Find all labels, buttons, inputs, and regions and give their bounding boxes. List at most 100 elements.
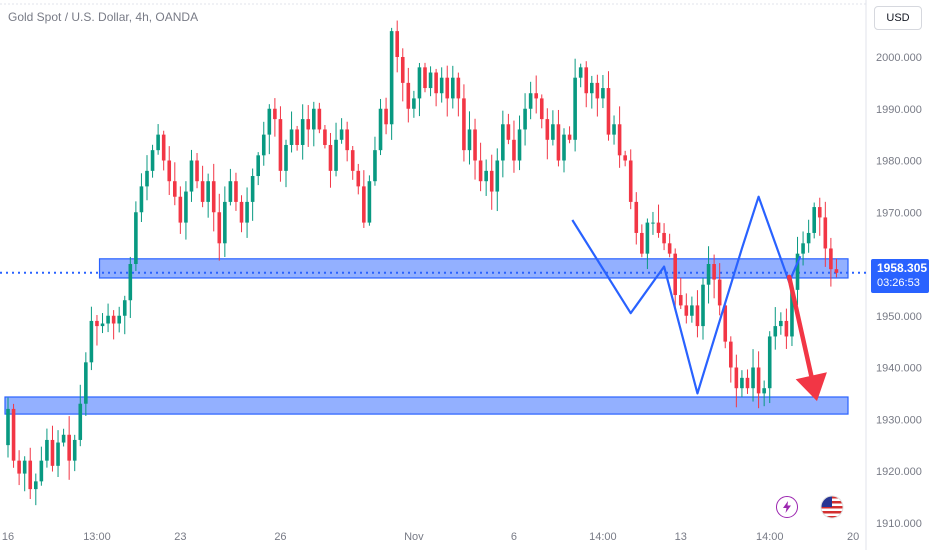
candle-body — [400, 57, 405, 83]
candle — [245, 187, 249, 238]
candle — [389, 27, 394, 140]
candle — [317, 102, 322, 134]
candle — [545, 108, 550, 160]
candle-body — [456, 77, 461, 99]
candle-body — [445, 77, 450, 99]
candle — [289, 111, 294, 153]
candle-body — [412, 98, 416, 109]
candle — [150, 144, 155, 178]
candle-body — [545, 119, 550, 140]
candle-body — [640, 232, 644, 254]
candle — [100, 313, 105, 334]
candle — [656, 204, 661, 238]
candle-body — [423, 67, 427, 89]
candle-body — [356, 170, 361, 187]
candle-body — [517, 129, 522, 161]
candle-body — [389, 31, 394, 125]
candle — [22, 456, 27, 492]
candle — [434, 68, 438, 107]
candle — [223, 186, 227, 258]
candle — [323, 124, 327, 149]
lightning-icon[interactable] — [776, 496, 798, 518]
candle — [200, 165, 205, 208]
candle-body — [156, 134, 160, 151]
candle-body — [384, 108, 388, 125]
candle — [473, 118, 477, 180]
candle — [734, 354, 739, 408]
candle — [17, 450, 21, 486]
candle — [439, 67, 444, 103]
candle-body — [512, 139, 516, 161]
candle-body — [767, 336, 772, 389]
time-tick-label: 23 — [174, 531, 186, 543]
candle-body — [367, 181, 372, 223]
candle-body — [573, 77, 577, 140]
candle — [362, 170, 366, 228]
candle-body — [834, 269, 839, 273]
candle — [111, 310, 116, 340]
time-tick-label: 13 — [675, 531, 687, 543]
candle-body — [284, 144, 288, 171]
candle-body — [300, 119, 305, 145]
candle — [173, 162, 177, 206]
candle-body — [11, 408, 16, 461]
candle-body — [211, 181, 216, 213]
candle — [61, 428, 66, 447]
candle-body — [150, 150, 155, 171]
candle — [495, 148, 500, 212]
candle-body — [756, 367, 761, 394]
candle-body — [467, 129, 472, 151]
candle-body — [717, 279, 722, 306]
candle — [350, 145, 355, 180]
candle-body — [439, 77, 444, 94]
candle — [456, 72, 461, 117]
candle-body — [779, 320, 783, 327]
candle — [551, 110, 555, 146]
us-flag-icon[interactable] — [820, 495, 844, 519]
candle-body — [95, 320, 99, 327]
candle-body — [239, 201, 244, 223]
candle-body — [406, 82, 411, 109]
candle-body — [100, 323, 105, 327]
candle-body — [484, 170, 488, 182]
candle-body — [117, 315, 121, 324]
candle — [517, 115, 522, 171]
candle — [306, 105, 311, 147]
candle — [211, 163, 216, 232]
candle-body — [790, 289, 794, 337]
candle-body — [178, 196, 183, 223]
candle — [623, 150, 627, 167]
candle-body — [434, 72, 438, 94]
candle — [273, 98, 277, 137]
candle — [523, 93, 527, 146]
candle-body — [139, 186, 144, 213]
candle-body — [551, 124, 555, 140]
candle — [312, 101, 316, 147]
candle — [634, 192, 639, 245]
candle-body — [134, 212, 138, 264]
candle-body — [417, 67, 422, 99]
candle — [206, 173, 210, 218]
candle — [256, 152, 260, 186]
candle — [334, 122, 338, 177]
candle-body — [428, 72, 433, 89]
currency-button[interactable]: USD — [874, 6, 922, 30]
time-tick-label: 20 — [847, 531, 859, 543]
candle — [801, 231, 805, 266]
candle-body — [617, 124, 622, 156]
candle — [756, 351, 761, 409]
candle-body — [701, 284, 705, 327]
candle-body — [189, 160, 194, 192]
candle — [339, 118, 344, 144]
candle-body — [250, 176, 255, 202]
candle-body — [267, 108, 272, 135]
candle — [117, 306, 121, 333]
candle-body — [323, 129, 327, 145]
candle — [651, 211, 655, 235]
candle — [95, 314, 99, 346]
candle-body — [184, 191, 188, 223]
candle — [122, 295, 127, 335]
candle-body — [217, 212, 222, 244]
candle — [512, 120, 516, 173]
